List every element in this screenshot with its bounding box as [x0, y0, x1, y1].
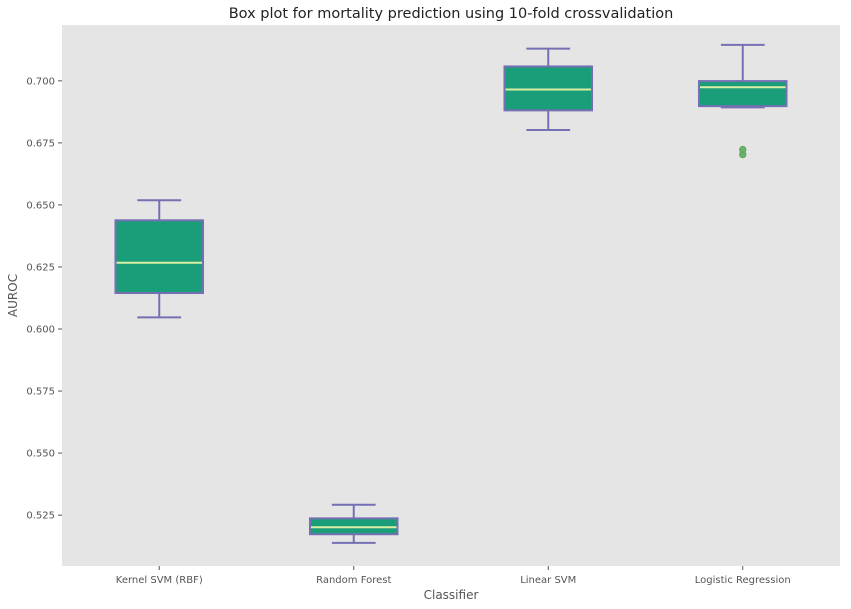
plot-area-background [62, 25, 840, 566]
box-group [114, 199, 205, 319]
y-tick-label: 0.525 [26, 511, 55, 522]
x-axis-label: Classifier [424, 588, 479, 602]
box-iqr [503, 65, 594, 112]
x-axis-ticks: Kernel SVM (RBF) Random Forest Linear SVM L… [116, 566, 791, 586]
box-group [503, 47, 594, 131]
y-tick-label: 0.675 [26, 138, 55, 149]
box-group [697, 43, 788, 159]
box-series [114, 43, 788, 544]
y-axis-ticks: 0.525 0.550 0.575 0.600 0.625 0.650 0.675 0.700 [26, 76, 62, 522]
outlier-point [739, 150, 747, 159]
box-iqr [114, 219, 205, 295]
y-tick-label: 0.700 [26, 76, 55, 87]
y-tick-label: 0.625 [26, 262, 55, 273]
y-tick-label: 0.575 [26, 387, 55, 398]
x-tick-label: Random Forest [316, 575, 391, 586]
y-tick-label: 0.550 [26, 449, 55, 460]
y-tick-label: 0.600 [26, 325, 55, 336]
y-tick-label: 0.650 [26, 200, 55, 211]
box-iqr [697, 80, 788, 108]
x-tick-label: Kernel SVM (RBF) [116, 575, 203, 586]
chart-title: Box plot for mortality prediction using … [229, 6, 674, 22]
x-tick-label: Logistic Regression [695, 575, 791, 586]
x-tick-label: Linear SVM [520, 575, 576, 586]
y-axis-label: AUROC [6, 274, 20, 317]
box-group [308, 503, 399, 544]
